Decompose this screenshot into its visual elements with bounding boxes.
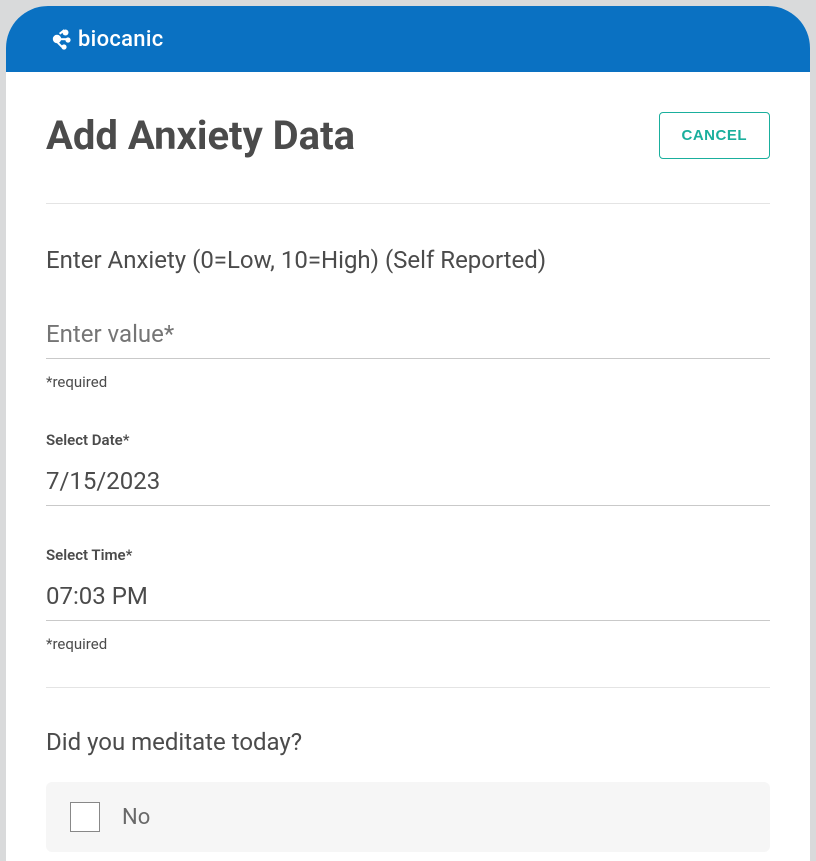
- title-row: Add Anxiety Data CANCEL: [46, 112, 770, 204]
- date-input[interactable]: [46, 461, 770, 506]
- meditate-question: Did you meditate today?: [46, 728, 770, 756]
- brand-logo: biocanic: [48, 26, 164, 52]
- brand-name: biocanic: [78, 27, 164, 52]
- time-input[interactable]: [46, 576, 770, 621]
- cancel-button[interactable]: CANCEL: [659, 112, 771, 159]
- value-helper: *required: [46, 373, 770, 391]
- time-label: Select Time*: [46, 546, 770, 564]
- section-divider: [46, 687, 770, 688]
- date-label: Select Date*: [46, 431, 770, 449]
- page-title: Add Anxiety Data: [46, 112, 355, 159]
- content-area: Add Anxiety Data CANCEL Enter Anxiety (0…: [6, 72, 810, 852]
- meditate-checkbox[interactable]: [70, 802, 100, 832]
- value-field: *required: [46, 314, 770, 391]
- time-field: Select Time* *required: [46, 546, 770, 653]
- meditate-option-label: No: [122, 805, 150, 830]
- meditate-option-row[interactable]: No: [46, 782, 770, 852]
- time-helper: *required: [46, 635, 770, 653]
- app-frame: biocanic Add Anxiety Data CANCEL Enter A…: [6, 6, 810, 861]
- header-bar: biocanic: [6, 6, 810, 72]
- brand-logo-icon: [48, 26, 74, 52]
- value-input[interactable]: [46, 314, 770, 359]
- date-field: Select Date*: [46, 431, 770, 506]
- anxiety-prompt: Enter Anxiety (0=Low, 10=High) (Self Rep…: [46, 246, 770, 274]
